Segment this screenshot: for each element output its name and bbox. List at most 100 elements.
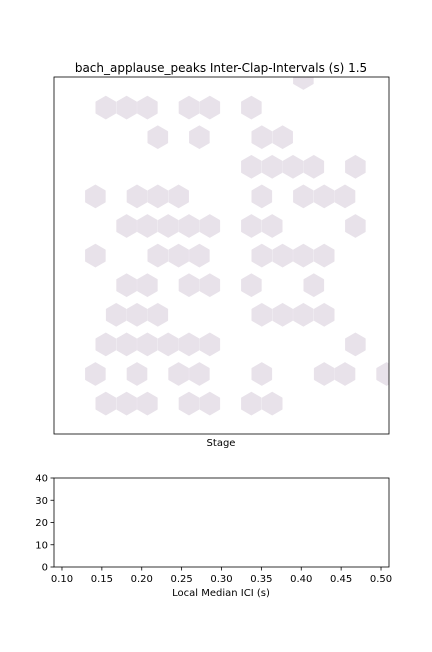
hexbin-cell bbox=[116, 391, 137, 416]
ici-y-tick-label: 40 bbox=[35, 474, 48, 485]
hexbin-cell bbox=[189, 362, 210, 386]
hexbin-cell bbox=[157, 214, 179, 238]
hexbin-cell bbox=[85, 243, 106, 268]
hexbin-cell bbox=[137, 214, 158, 238]
hexbin-cell bbox=[178, 95, 200, 120]
ici-x-tick-label: 0.25 bbox=[170, 574, 192, 585]
hexbin-cell bbox=[116, 273, 137, 298]
hexbin-cell bbox=[157, 332, 179, 357]
hexbin-cell bbox=[168, 184, 189, 209]
hexbin-cell bbox=[293, 184, 314, 209]
hexbin-cell bbox=[95, 391, 117, 416]
ici-y-ticks: 0 10 20 30 40 bbox=[35, 474, 54, 574]
hexbin-cell bbox=[261, 214, 283, 238]
hexbin-cell bbox=[168, 243, 189, 268]
hexbin-cell bbox=[261, 154, 283, 179]
ici-x-ticks: 0.10 0.15 0.20 0.25 0.30 0.35 0.40 0.45 0.50 bbox=[51, 567, 392, 585]
hexbin-cell bbox=[199, 273, 221, 298]
hexbin-cell bbox=[178, 332, 200, 357]
hexbin-cell bbox=[313, 362, 335, 386]
hexbin-cell bbox=[147, 184, 169, 209]
hexbin-cell bbox=[147, 125, 169, 150]
hexbin-title: bach_applause_peaks Inter-Clap-Intervals… bbox=[75, 61, 367, 75]
hexbin-cell bbox=[345, 332, 366, 357]
hexbin-cell bbox=[147, 243, 169, 268]
hexbin-cell bbox=[116, 332, 137, 357]
ici-x-tick-label: 0.45 bbox=[330, 574, 352, 585]
ici-x-tick-label: 0.15 bbox=[91, 574, 113, 585]
hexbin-cell bbox=[199, 332, 221, 357]
hexbin-cell bbox=[334, 184, 356, 209]
hexbin-cell bbox=[241, 95, 262, 120]
ici-x-axis-label: Local Median ICI (s) bbox=[172, 588, 270, 599]
hexbin-cell bbox=[95, 95, 117, 120]
hexbin-cell bbox=[303, 273, 325, 298]
ici-x-tick-label: 0.20 bbox=[131, 574, 153, 585]
hexbin-cell bbox=[293, 302, 314, 327]
hexbin-cell bbox=[178, 214, 200, 238]
ici-y-tick-label: 0 bbox=[42, 563, 48, 574]
hexbin-x-axis-label: Stage bbox=[207, 438, 236, 449]
hexbin-cell bbox=[199, 95, 221, 120]
hexbin-cell bbox=[126, 302, 148, 327]
hexbin-cell bbox=[126, 362, 148, 386]
hexbin-cell bbox=[313, 302, 335, 327]
hexbin-cell bbox=[95, 332, 117, 357]
hexbin-cell bbox=[85, 362, 106, 386]
hexbin-cell bbox=[376, 362, 389, 386]
hexbin-cell bbox=[168, 362, 189, 386]
hexbin-cell bbox=[293, 243, 314, 268]
hexbin-cell bbox=[126, 184, 148, 209]
ici-y-tick-label: 10 bbox=[35, 540, 48, 551]
ici-y-tick-label: 20 bbox=[35, 518, 48, 529]
hexbin-cell bbox=[116, 214, 137, 238]
hexbin-cell bbox=[147, 302, 169, 327]
hexbin-cell bbox=[261, 391, 283, 416]
hexbin-cell bbox=[272, 125, 293, 150]
hexbin-cell bbox=[241, 273, 262, 298]
hexbin-cell bbox=[241, 214, 262, 238]
ici-y-tick-label: 30 bbox=[35, 496, 48, 507]
hexbin-cell bbox=[199, 214, 221, 238]
hexbin-chart: bach_applause_peaks Inter-Clap-Intervals… bbox=[53, 61, 390, 449]
hexbin-cell bbox=[116, 95, 137, 120]
hexbin-cell bbox=[334, 362, 356, 386]
hexbin-cell bbox=[251, 125, 273, 150]
hexbin-cell bbox=[345, 154, 366, 179]
hexbin-cell bbox=[282, 154, 304, 179]
hexbin-cell bbox=[251, 362, 273, 386]
ici-x-tick-label: 0.50 bbox=[370, 574, 392, 585]
hexbin-cell bbox=[137, 332, 158, 357]
hexbin-cell bbox=[251, 302, 273, 327]
hexbin-cell bbox=[105, 302, 127, 327]
hexbin-cell bbox=[345, 214, 366, 238]
ici-chart: 0.10 0.15 0.20 0.25 0.30 0.35 0.40 0.45 0.50 0 10… bbox=[35, 474, 392, 600]
hexbin-cell bbox=[178, 273, 200, 298]
ici-x-tick-label: 0.30 bbox=[210, 574, 232, 585]
hexbin-cell bbox=[251, 184, 273, 209]
hexbin-cell bbox=[293, 77, 314, 90]
hexbin-cell bbox=[313, 243, 335, 268]
hexbin-cell bbox=[85, 184, 106, 209]
ici-x-tick-label: 0.40 bbox=[290, 574, 312, 585]
hexbin-cell bbox=[313, 184, 335, 209]
hexbin-cell bbox=[199, 391, 221, 416]
hexbin-cell bbox=[137, 391, 158, 416]
hexbin-cells bbox=[85, 77, 389, 416]
hexbin-cell bbox=[272, 302, 293, 327]
hexbin-cell bbox=[189, 125, 210, 150]
hexbin-cell bbox=[137, 95, 158, 120]
ici-x-tick-label: 0.35 bbox=[250, 574, 272, 585]
hexbin-cell bbox=[241, 391, 262, 416]
ici-plot-frame bbox=[53, 477, 390, 568]
hexbin-cell bbox=[137, 273, 158, 298]
hexbin-cell bbox=[272, 243, 293, 268]
hexbin-cell bbox=[241, 154, 262, 179]
hexbin-cell bbox=[178, 391, 200, 416]
ici-x-tick-label: 0.10 bbox=[51, 574, 73, 585]
hexbin-plot-frame bbox=[53, 76, 390, 435]
hexbin-cell bbox=[251, 243, 273, 268]
hexbin-cell bbox=[189, 243, 210, 268]
